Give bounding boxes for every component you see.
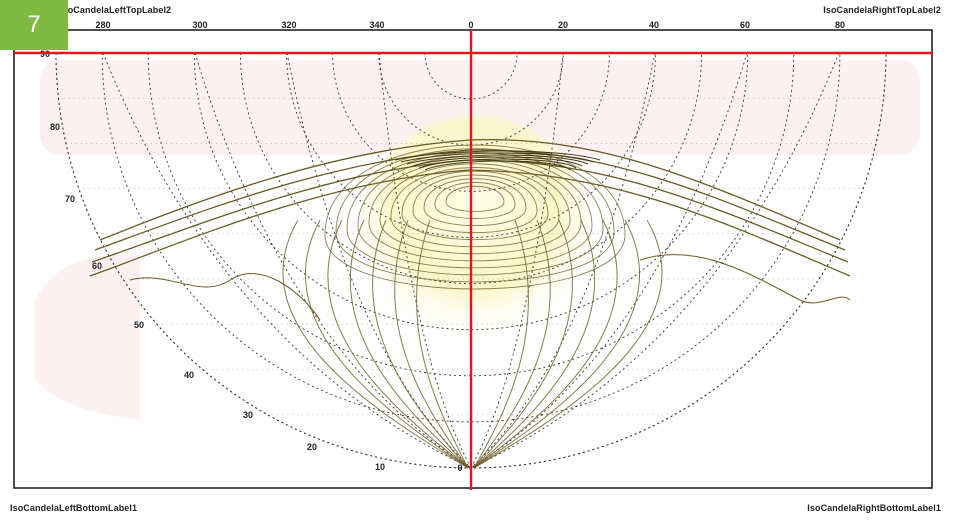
contour-line bbox=[394, 150, 601, 161]
contour-line bbox=[473, 219, 663, 469]
contour-line bbox=[473, 219, 551, 469]
contour-line bbox=[406, 154, 589, 165]
elevation-tick-label: 40 bbox=[184, 370, 194, 380]
contour-loop bbox=[324, 144, 626, 290]
contour-loop bbox=[390, 167, 560, 248]
contour-line bbox=[89, 169, 851, 277]
contour-line bbox=[473, 219, 529, 469]
watermark-graphic bbox=[35, 60, 920, 420]
grid-ring bbox=[101, 52, 841, 423]
contour-loop bbox=[368, 159, 582, 262]
elevation-tick-label: 80 bbox=[50, 122, 60, 132]
meridian-tick-label: 0 bbox=[468, 20, 473, 30]
diagram-frame bbox=[13, 29, 933, 489]
elevation-tick-label: 20 bbox=[307, 442, 317, 452]
contour-line bbox=[418, 158, 577, 169]
right-top-label: IsoCandelaRightTopLabel2 bbox=[823, 5, 941, 15]
contour-line bbox=[473, 219, 618, 469]
meridian-tick-label: 60 bbox=[740, 20, 750, 30]
elevation-tick-label: 70 bbox=[65, 194, 75, 204]
meridian-tick-label: 20 bbox=[558, 20, 568, 30]
contour-loop bbox=[401, 170, 549, 240]
left-top-label: IsoCandelaLeftTopLabel2 bbox=[60, 5, 172, 15]
grid-ring bbox=[424, 52, 518, 100]
elevation-tick-label: 50 bbox=[134, 320, 144, 330]
meridian-tick-label: 300 bbox=[192, 20, 207, 30]
grid-ring bbox=[286, 52, 656, 238]
grid-ring bbox=[378, 52, 564, 146]
contour-line bbox=[412, 156, 583, 167]
contour-line bbox=[327, 219, 469, 469]
contour-line bbox=[129, 273, 321, 321]
elevation-tick-label: 30 bbox=[243, 410, 253, 420]
hotspot-area bbox=[360, 115, 590, 345]
elevation-tick-label: 0 bbox=[457, 463, 462, 473]
contour-line bbox=[473, 219, 573, 469]
contour-line bbox=[372, 219, 469, 469]
contour-line bbox=[394, 219, 469, 469]
grid-meridian bbox=[470, 52, 840, 469]
contour-line bbox=[282, 219, 469, 469]
grid-ring bbox=[193, 52, 749, 331]
contour-loop bbox=[445, 185, 505, 212]
contour-line bbox=[473, 219, 640, 469]
meridian-tick-label: 40 bbox=[649, 20, 659, 30]
contour-loop bbox=[434, 182, 516, 219]
meridian-tick-label: 320 bbox=[281, 20, 296, 30]
meridian-tick-label: 280 bbox=[95, 20, 110, 30]
contour-loop bbox=[423, 178, 527, 226]
elevation-tick-label: 10 bbox=[375, 462, 385, 472]
contour-line bbox=[639, 254, 851, 304]
contour-loop bbox=[346, 152, 604, 276]
contour-loop bbox=[379, 163, 571, 255]
contour-line bbox=[349, 219, 469, 469]
contour-loop bbox=[412, 174, 538, 234]
contour-line bbox=[416, 219, 469, 469]
meridian-tick-label: 340 bbox=[369, 20, 384, 30]
left-bottom-label: IsoCandelaLeftBottomLabel1 bbox=[10, 503, 138, 513]
grid-meridian bbox=[102, 52, 472, 469]
grid-meridian bbox=[470, 52, 564, 469]
grid-ring bbox=[332, 52, 610, 192]
right-bottom-label: IsoCandelaRightBottomLabel1 bbox=[807, 503, 941, 513]
contour-line bbox=[400, 152, 595, 163]
contour-line bbox=[473, 219, 596, 469]
meridian-tick-label: 80 bbox=[835, 20, 845, 30]
slide-number-badge: 7 bbox=[0, 0, 68, 50]
contour-line bbox=[424, 160, 571, 171]
elevation-tick-label: 60 bbox=[92, 261, 102, 271]
contour-loop bbox=[335, 148, 615, 283]
contour-line bbox=[305, 219, 469, 469]
